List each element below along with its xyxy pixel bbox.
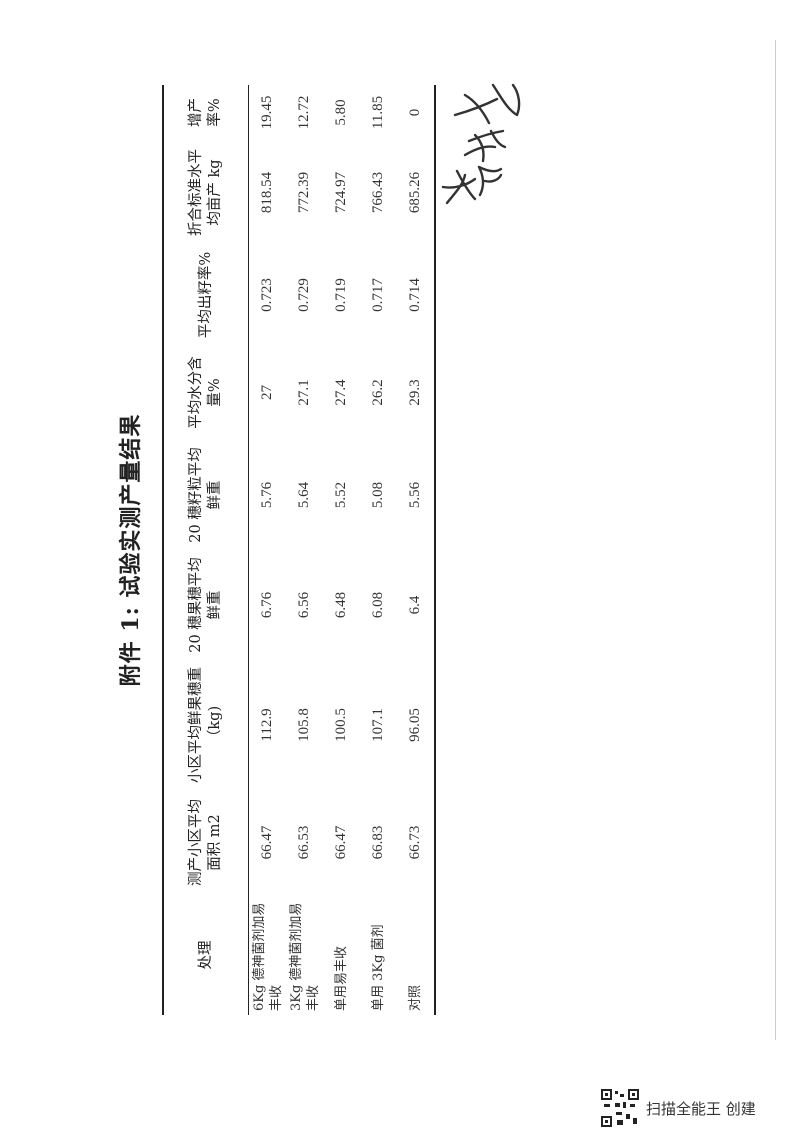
qr-code-icon	[600, 1088, 640, 1128]
value-cell: 66.73	[407, 825, 423, 860]
value-cell: 724.97	[333, 171, 349, 214]
value-cell: 27.1	[296, 379, 312, 406]
value-cell: 26.2	[370, 379, 386, 406]
rotated-page-content: 附件 1: 试验实测产量结果 处理 测产小区平均面积 m2 小区平均鲜果穗重（kg)…	[100, 85, 440, 1015]
value-cell: 105.8	[296, 708, 312, 742]
value-cell: 5.08	[370, 481, 386, 509]
column-header: 增产率%	[188, 98, 223, 127]
column-header: 平均水分含量%	[188, 356, 223, 429]
value-cell: 5.80	[333, 99, 349, 126]
value-cell: 5.52	[333, 481, 349, 509]
table-row: 对照 66.73 96.05 6.4 5.56 29.3 0.714 685.26 0	[397, 85, 435, 1015]
value-cell: 6.48	[333, 591, 349, 619]
value-cell: 685.26	[407, 171, 423, 214]
value-cell: 5.76	[259, 481, 275, 509]
value-cell: 0.729	[296, 278, 312, 312]
value-cell: 772.39	[296, 171, 312, 214]
value-cell: 66.47	[259, 825, 275, 860]
column-header: 平均出籽率%	[197, 251, 214, 339]
value-cell: 29.3	[407, 379, 423, 406]
value-cell: 6.76	[259, 591, 275, 619]
column-header: 折合标准水平均亩产 kg	[188, 149, 223, 236]
value-cell: 0.723	[259, 278, 275, 312]
value-cell: 12.72	[296, 95, 312, 130]
document-title: 附件 1: 试验实测产量结果	[118, 413, 144, 687]
value-cell: 5.56	[407, 481, 423, 509]
column-header: 小区平均鲜果穗重（kg)	[188, 667, 223, 783]
value-cell: 0.719	[333, 278, 349, 312]
treatment-cell: 单用易丰收	[334, 945, 349, 1011]
column-header: 测产小区平均面积 m2	[188, 799, 223, 886]
watermark-text: 扫描全能王 创建	[646, 1099, 756, 1118]
value-cell: 818.54	[259, 171, 275, 214]
table-row: 6Kg 德神菌剂加易丰收 66.47 112.9 6.76 5.76 27 0.723 818…	[249, 85, 287, 1015]
value-cell: 6.56	[296, 591, 312, 619]
handwritten-signature	[441, 83, 521, 205]
scan-edge-line	[775, 40, 776, 1040]
table-row: 单用易丰收 66.47 100.5 6.48 5.52 27.4 0.719 724.97 5.…	[323, 85, 360, 1015]
value-cell: 27	[259, 385, 275, 400]
table-row: 单用 3Kg 菌剂 66.83 107.1 6.08 5.08 26.2 0.717 766.…	[360, 85, 397, 1015]
table-row: 3Kg 德神菌剂加易丰收 66.53 105.8 6.56 5.64 27.1 0.729 7…	[286, 85, 323, 1015]
treatment-cell: 对照	[408, 984, 423, 1011]
value-cell: 66.47	[333, 825, 349, 860]
yield-results-table: 处理 测产小区平均面积 m2 小区平均鲜果穗重（kg) 20 穗果穗平均鲜重 20 穗籽…	[162, 85, 436, 1015]
value-cell: 5.64	[296, 481, 312, 509]
treatment-cell: 6Kg 德神菌剂加易丰收	[251, 902, 284, 1011]
value-cell: 107.1	[370, 708, 386, 742]
value-cell: 11.85	[370, 95, 386, 130]
scanner-watermark: 扫描全能王 创建	[600, 1088, 756, 1128]
value-cell: 27.4	[333, 379, 349, 406]
value-cell: 66.53	[296, 825, 312, 860]
value-cell: 100.5	[333, 708, 349, 742]
value-cell: 0	[407, 108, 423, 117]
column-header: 20 穗果穗平均鲜重	[188, 557, 223, 653]
value-cell: 766.43	[370, 171, 386, 214]
column-header: 处理	[197, 940, 214, 970]
value-cell: 0.717	[370, 278, 386, 312]
value-cell: 66.83	[370, 825, 386, 860]
value-cell: 19.45	[259, 95, 275, 130]
treatment-cell: 3Kg 德神菌剂加易丰收	[288, 902, 321, 1011]
column-header: 20 穗籽粒平均鲜重	[188, 447, 223, 543]
value-cell: 6.4	[407, 595, 423, 615]
value-cell: 112.9	[259, 708, 275, 742]
value-cell: 96.05	[407, 708, 423, 742]
table-header-row: 处理 测产小区平均面积 m2 小区平均鲜果穗重（kg) 20 穗果穗平均鲜重 20 穗籽…	[163, 85, 249, 1015]
value-cell: 6.08	[370, 591, 386, 619]
treatment-cell: 单用 3Kg 菌剂	[371, 924, 386, 1011]
value-cell: 0.714	[407, 278, 423, 312]
